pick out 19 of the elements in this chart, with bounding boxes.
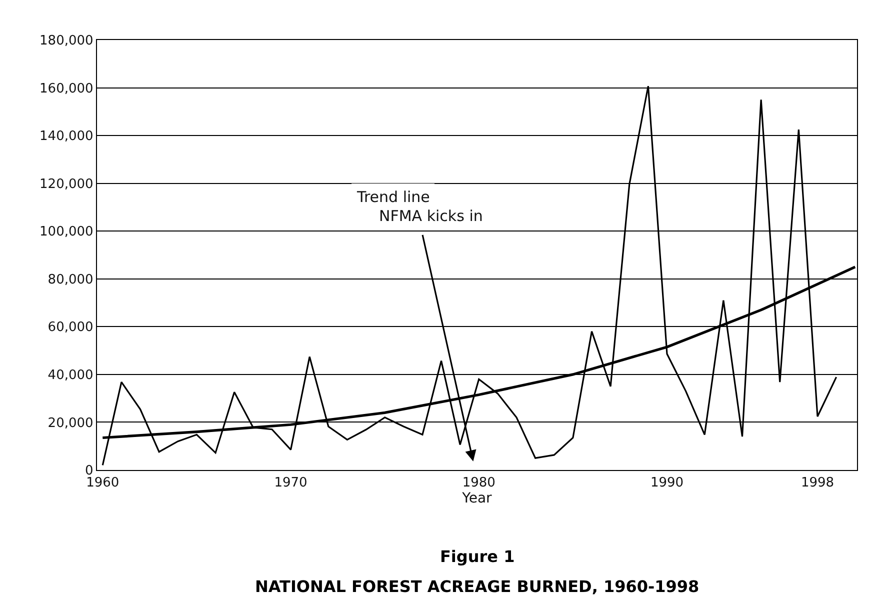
y-tick-label: 140,000: [40, 129, 94, 144]
y-tick-label: 100,000: [40, 224, 94, 240]
x-axis-title: Year: [461, 490, 492, 507]
y-tick-label: 60,000: [48, 320, 94, 336]
x-tick-label: 1960: [86, 476, 120, 491]
text: NATIONAL FOREST ACREAGE BURNED, 1960-1998: [255, 577, 700, 596]
x-tick-label: 1970: [274, 476, 308, 491]
y-tick-label: 160,000: [40, 81, 94, 96]
annotation: NFMA kicks in: [379, 207, 483, 225]
y-tick-label: 20,000: [48, 416, 94, 431]
y-tick-label: 120,000: [40, 176, 94, 192]
y-tick-label: 40,000: [48, 368, 94, 383]
text: Figure 1: [440, 547, 515, 566]
y-tick-label: 80,000: [48, 272, 94, 288]
x-tick-label: 1990: [650, 476, 684, 491]
y-tick-label: 180,000: [40, 34, 94, 49]
x-tick-label: 1980: [462, 476, 496, 491]
x-tick-label: 1998: [800, 476, 834, 491]
annotation: Trend line: [356, 188, 430, 206]
